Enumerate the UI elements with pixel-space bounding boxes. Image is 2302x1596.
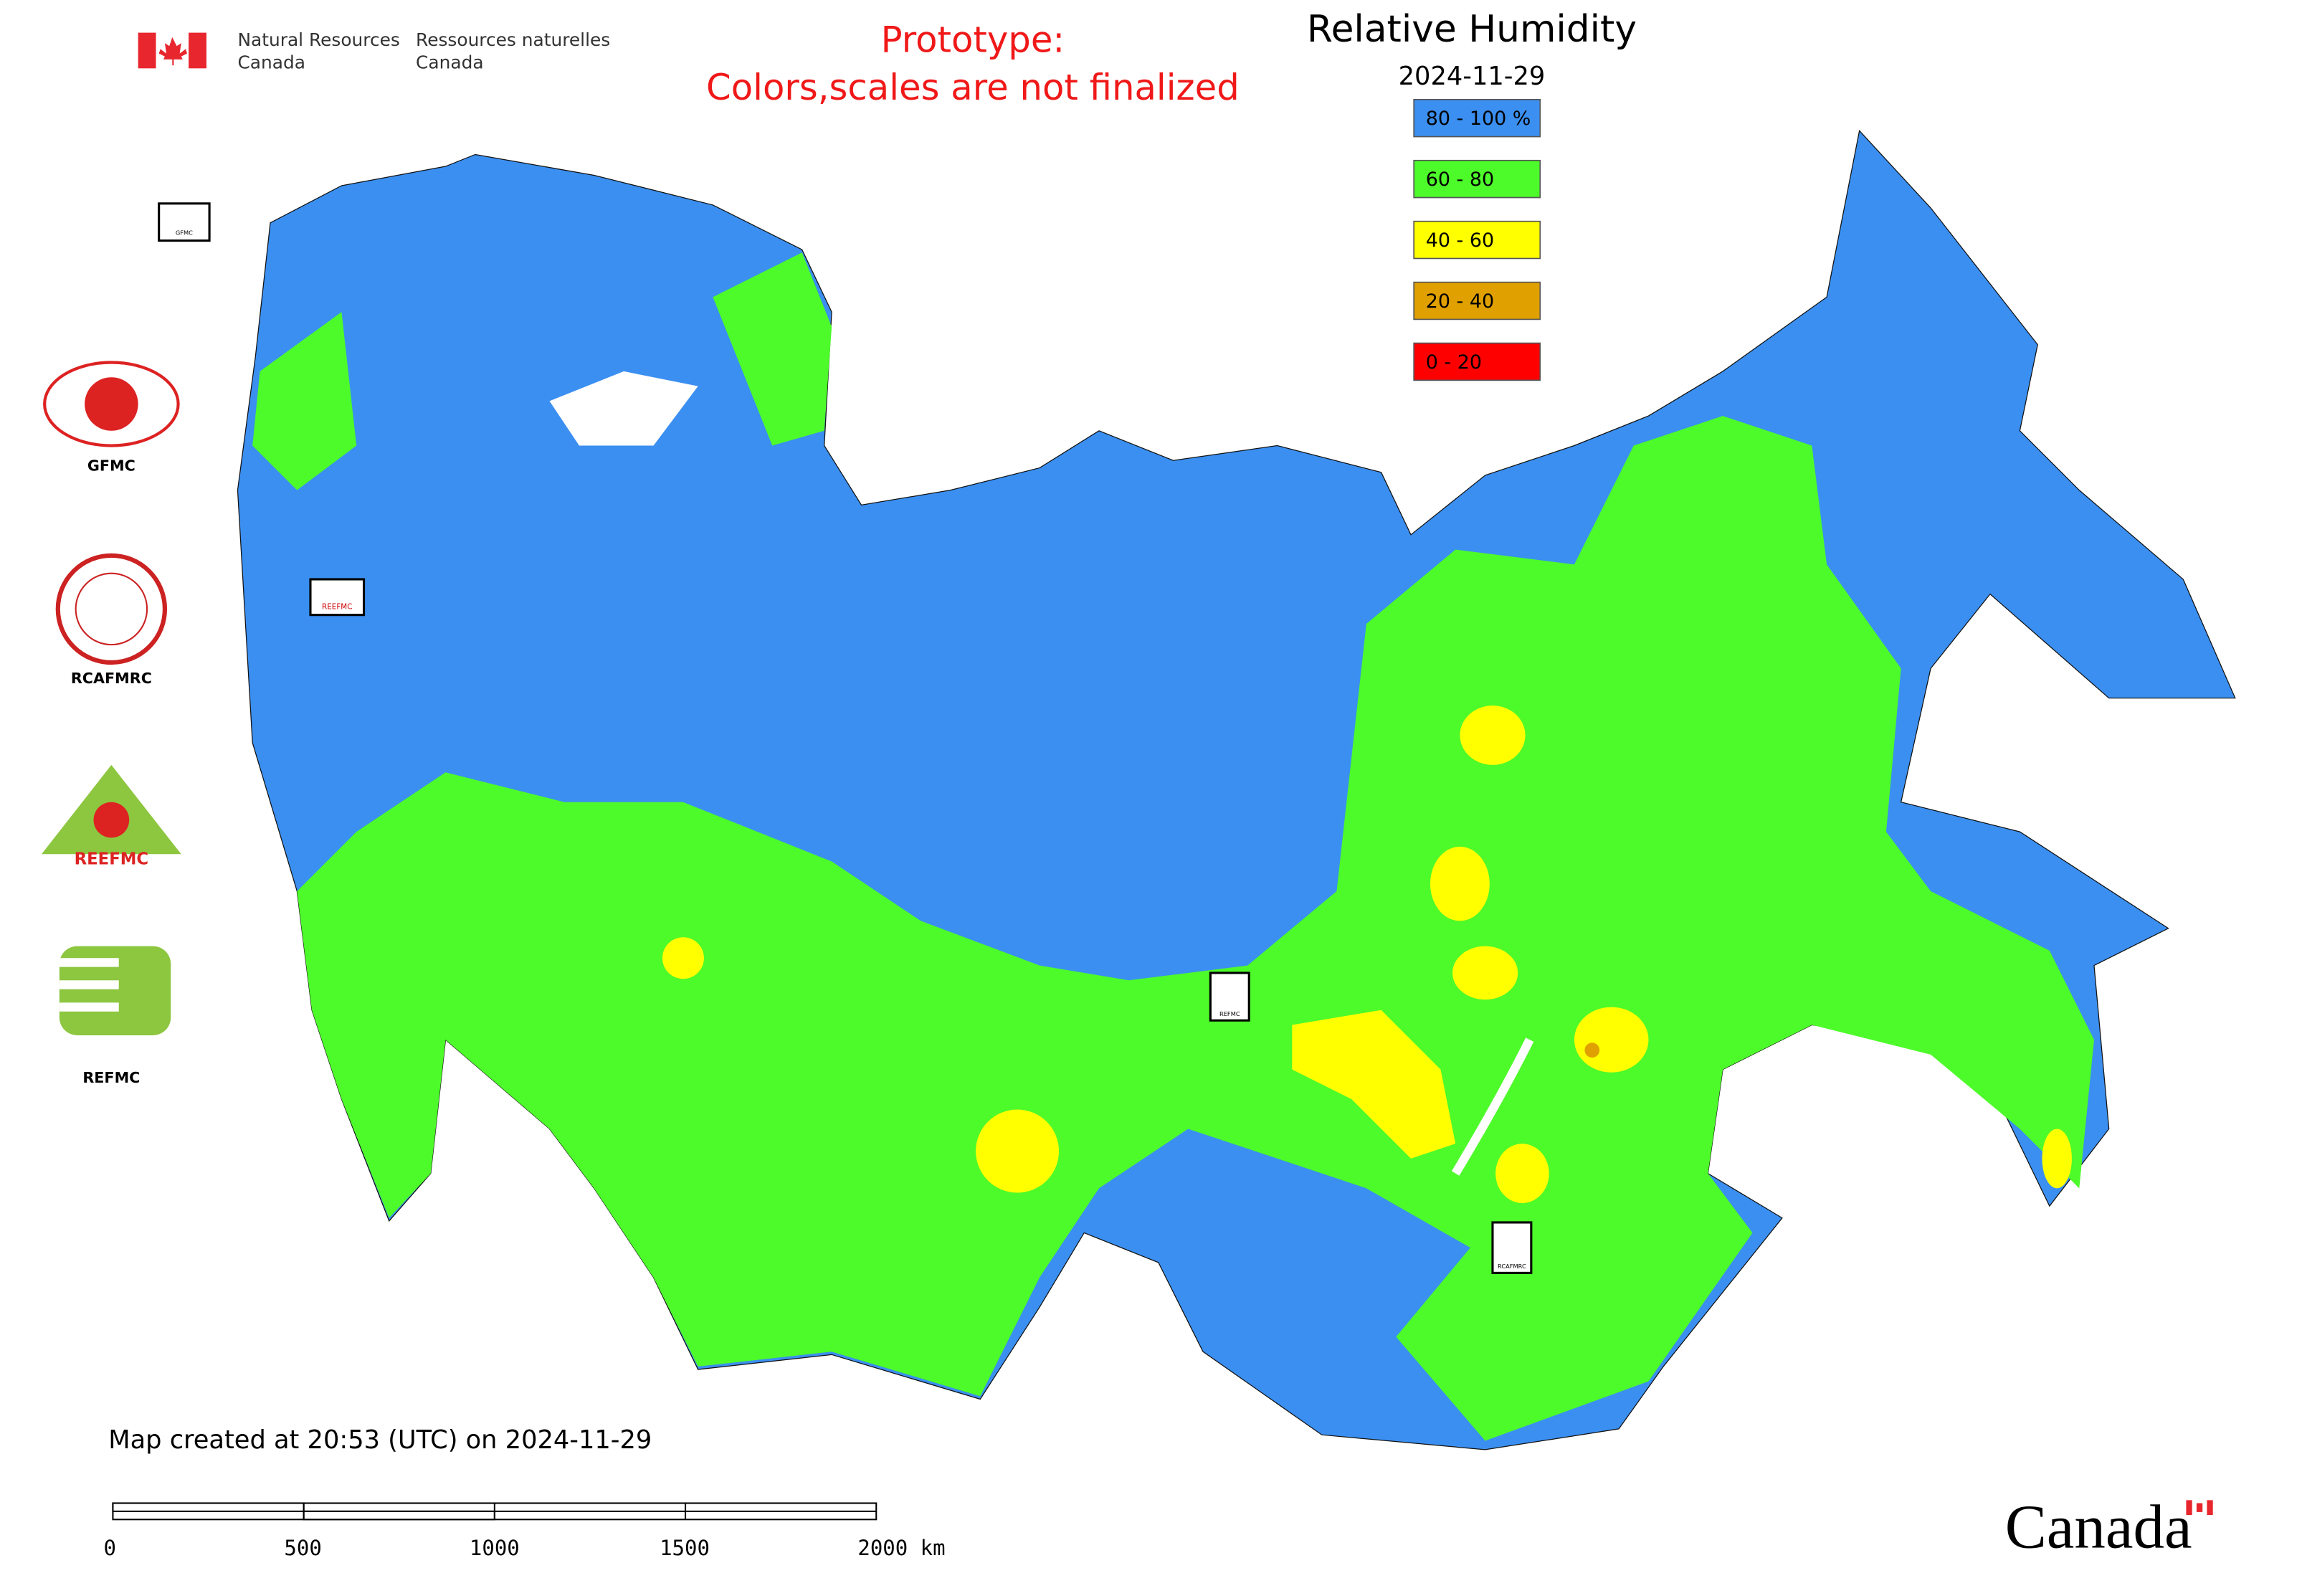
marker-label: GFMC bbox=[176, 229, 193, 236]
map bbox=[237, 130, 2236, 1450]
legend-label: 20 - 40 bbox=[1426, 290, 1494, 313]
legend-swatch bbox=[1413, 281, 1541, 320]
land-moderate-humidity bbox=[713, 252, 832, 446]
marker-label: REEFMC bbox=[322, 602, 352, 611]
logos: GFMC RCAFMRC REEFMC REFMC bbox=[42, 361, 181, 1086]
agency-fr: Canada bbox=[416, 52, 484, 72]
legend: 80 - 100 % 60 - 80 40 - 60 20 - 40 0 - 20 bbox=[1413, 98, 1541, 381]
scale-label: 0 bbox=[104, 1536, 116, 1560]
land-low-humidity bbox=[1584, 1042, 1600, 1058]
notice: Prototype: bbox=[881, 19, 1065, 61]
scale-bar bbox=[112, 1502, 877, 1521]
wordmark-flag bbox=[2186, 1500, 2213, 1516]
legend-label: 80 - 100 % bbox=[1426, 108, 1531, 130]
land-moderate-humidity bbox=[252, 312, 357, 490]
marker-label: REFMC bbox=[1219, 1010, 1240, 1017]
legend-swatch bbox=[1413, 159, 1541, 199]
agency-en: Natural Resources bbox=[237, 29, 399, 50]
logo-label: REFMC bbox=[82, 1069, 140, 1086]
legend-swatch bbox=[1413, 342, 1541, 381]
logo-label: GFMC bbox=[87, 457, 135, 475]
scale-label: 1000 bbox=[470, 1536, 520, 1560]
logo-label: REEFMC bbox=[75, 850, 149, 869]
logo-label: RCAFMRC bbox=[71, 670, 152, 687]
land-high-humidity bbox=[237, 130, 2236, 1450]
scale-label: 1500 bbox=[660, 1536, 710, 1560]
scale-label: 2000 km bbox=[857, 1536, 945, 1560]
marker-label: RCAFMRC bbox=[1498, 1263, 1526, 1270]
scale-label: 500 bbox=[284, 1536, 321, 1560]
land-low-humidity bbox=[662, 706, 2072, 1204]
agency-fr: Ressources naturelles bbox=[416, 29, 610, 50]
notice: Colors,scales are not finalized bbox=[706, 67, 1240, 108]
legend-label: 60 - 80 bbox=[1426, 168, 1494, 191]
created-note: Map created at 20:53 (UTC) on 2024-11-29 bbox=[108, 1425, 652, 1455]
legend-swatch bbox=[1413, 98, 1541, 138]
legend-swatch bbox=[1413, 220, 1541, 260]
date: 2024-11-29 bbox=[1399, 62, 1546, 91]
agency-en: Canada bbox=[237, 52, 305, 72]
land-moderate-humidity bbox=[297, 416, 2094, 1441]
white-sea bbox=[549, 371, 698, 446]
map-markers: GFMC REEFMC REFMC RCAFMRC bbox=[158, 202, 1533, 1274]
wordmark: Canada bbox=[2005, 1492, 2192, 1562]
flag bbox=[138, 32, 206, 69]
legend-label: 40 - 60 bbox=[1426, 229, 1494, 252]
title: Relative Humidity bbox=[1307, 8, 1637, 51]
lake-baikal bbox=[1451, 1037, 1534, 1176]
legend-label: 0 - 20 bbox=[1426, 351, 1482, 374]
